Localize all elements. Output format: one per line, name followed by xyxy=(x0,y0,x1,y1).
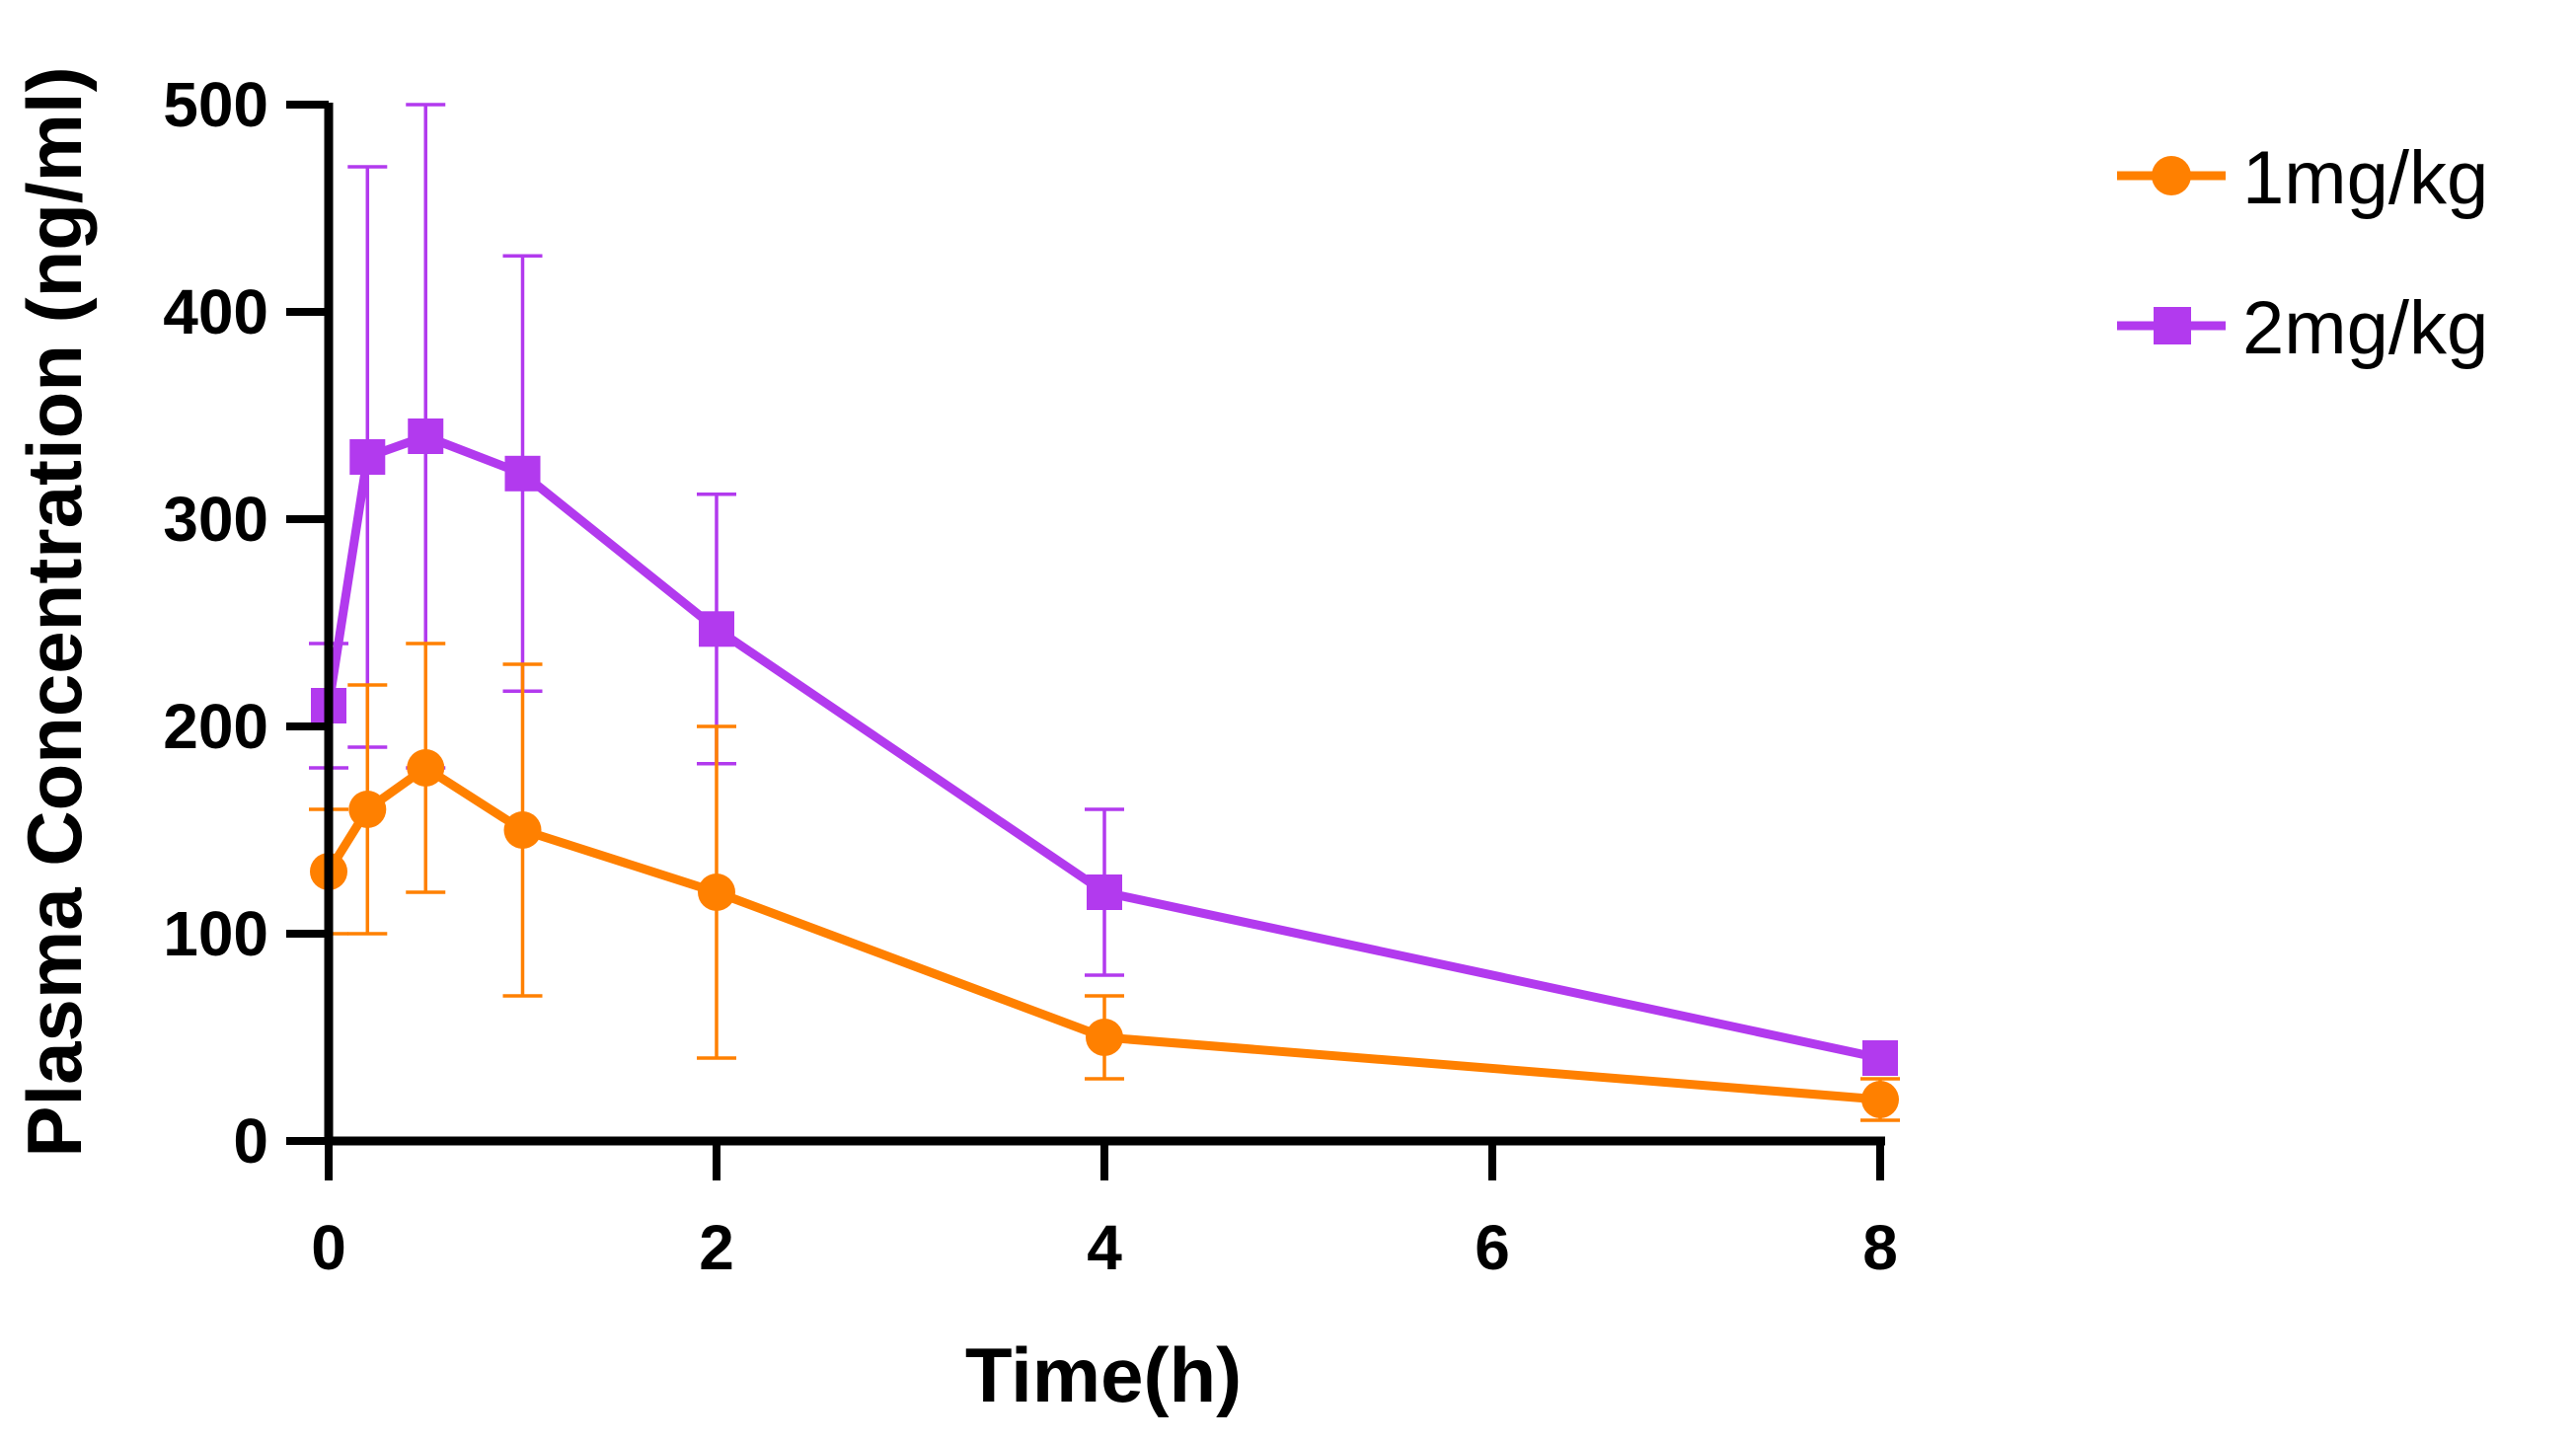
legend: 1mg/kg 2mg/kg xyxy=(2117,136,2488,370)
y-axis-title: Plasma Concentration (ng/ml) xyxy=(11,66,98,1157)
data-point-square xyxy=(1087,874,1122,910)
y-tick-label: 100 xyxy=(163,898,268,969)
x-tick-label: 8 xyxy=(1862,1212,1898,1283)
data-point-circle xyxy=(407,749,445,787)
x-tick-label: 6 xyxy=(1475,1212,1510,1283)
data-point-circle xyxy=(698,873,735,911)
data-markers xyxy=(310,418,1899,1118)
data-point-square xyxy=(504,455,541,492)
data-point-circle xyxy=(1861,1081,1899,1118)
data-point-circle xyxy=(503,811,542,849)
legend-label: 1mg/kg xyxy=(2242,136,2488,220)
y-tick-label: 300 xyxy=(163,484,268,555)
x-ticks: 0 2 4 6 8 xyxy=(311,1141,1898,1283)
data-point-circle xyxy=(1086,1019,1123,1056)
data-point-square xyxy=(349,439,386,475)
y-ticks: 0 100 200 300 400 500 xyxy=(163,69,329,1177)
legend-label: 2mg/kg xyxy=(2242,286,2488,370)
x-axis-title: Time(h) xyxy=(965,1331,1242,1418)
axes xyxy=(324,103,1885,1146)
data-point-square xyxy=(699,611,734,647)
error-bars xyxy=(309,103,1900,1122)
x-tick-label: 2 xyxy=(699,1212,734,1283)
legend-marker-square xyxy=(2154,307,2191,344)
data-point-circle xyxy=(348,791,387,828)
y-tick-label: 500 xyxy=(163,69,268,140)
y-tick-label: 200 xyxy=(163,691,268,762)
legend-marker-circle xyxy=(2152,156,2191,195)
data-point-square xyxy=(1862,1040,1898,1076)
y-tick-label: 0 xyxy=(233,1105,268,1177)
data-point-square xyxy=(408,418,444,454)
x-tick-label: 4 xyxy=(1087,1212,1122,1283)
x-tick-label: 0 xyxy=(311,1212,346,1283)
y-tick-label: 400 xyxy=(163,276,268,347)
